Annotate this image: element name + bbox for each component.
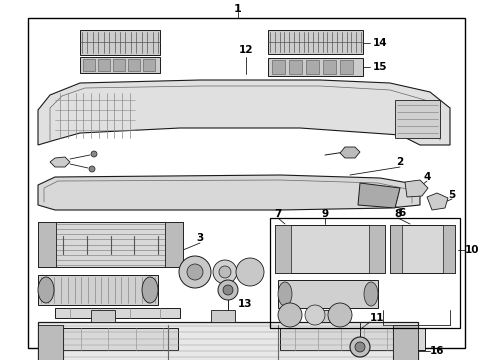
Bar [38,275,158,305]
Text: 7: 7 [274,209,282,219]
Text: 4: 4 [423,172,431,182]
Bar [321,310,345,322]
Ellipse shape [142,277,158,303]
Bar [98,59,110,71]
Text: 9: 9 [321,209,329,219]
Bar [128,59,140,71]
Text: 12: 12 [239,45,253,55]
Bar [280,328,425,350]
Text: 2: 2 [396,157,404,167]
Text: 8: 8 [394,209,402,219]
Bar [91,310,115,322]
Bar [80,30,160,55]
Bar [38,328,178,350]
Bar [38,222,56,267]
Bar [306,60,319,74]
Bar [113,59,125,71]
Text: 6: 6 [398,208,406,218]
Circle shape [218,280,238,300]
Bar [165,222,183,267]
Bar [268,30,363,54]
Bar [275,225,385,273]
Bar [268,58,363,76]
Polygon shape [55,308,180,318]
Circle shape [328,303,352,327]
Ellipse shape [364,282,378,306]
Polygon shape [50,157,70,167]
Bar [38,222,183,267]
Bar [390,225,402,273]
Text: 11: 11 [370,313,385,323]
Polygon shape [358,183,400,208]
Circle shape [278,303,302,327]
Circle shape [355,342,365,352]
Polygon shape [427,193,448,210]
Text: 3: 3 [196,233,204,243]
Circle shape [305,305,325,325]
Bar [38,325,63,360]
Bar [80,57,160,73]
Bar [143,59,155,71]
Circle shape [91,151,97,157]
Bar [38,322,418,360]
Text: 5: 5 [448,190,456,200]
Circle shape [213,260,237,284]
Text: 14: 14 [373,38,388,48]
Bar [278,280,378,308]
Circle shape [223,285,233,295]
Bar [395,100,440,138]
Circle shape [350,337,370,357]
Bar [275,225,291,273]
Polygon shape [38,80,450,145]
Circle shape [179,256,211,288]
Text: 10: 10 [465,245,480,255]
Bar [369,225,385,273]
Bar [340,60,353,74]
Bar [28,18,465,348]
Bar [289,60,302,74]
Bar [211,310,235,322]
Bar [270,218,460,328]
Bar [83,59,95,71]
Ellipse shape [38,277,54,303]
Bar [443,225,455,273]
Bar [393,325,418,360]
Text: 15: 15 [373,62,388,72]
Circle shape [219,266,231,278]
Text: 16: 16 [430,346,444,356]
Circle shape [187,264,203,280]
Text: 13: 13 [238,299,252,309]
Bar [272,60,285,74]
Ellipse shape [278,282,292,306]
Bar [390,225,455,273]
Polygon shape [38,175,420,210]
Polygon shape [340,147,360,158]
Text: 1: 1 [234,4,242,14]
Bar [323,60,336,74]
Polygon shape [405,180,428,197]
Circle shape [236,258,264,286]
Circle shape [89,166,95,172]
